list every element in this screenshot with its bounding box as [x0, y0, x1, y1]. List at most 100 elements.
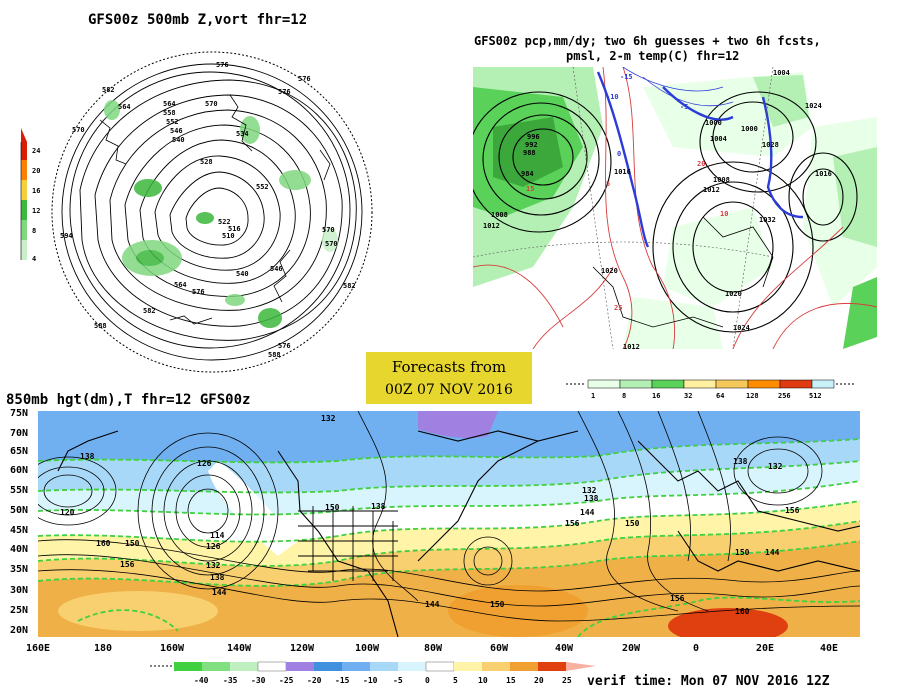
colorbar-500mb-tick: 8 — [32, 227, 37, 235]
colorbar-850mb-tick: -35 — [223, 676, 238, 685]
contour-label: 552 — [256, 183, 269, 191]
lon-label: 40E — [820, 643, 839, 654]
isobar-label: 1024 — [805, 102, 822, 110]
contour-label: 564 — [174, 281, 187, 289]
colorbar-500mb — [18, 128, 36, 264]
lon-label: 160E — [26, 643, 51, 654]
lat-label: 75N — [10, 408, 29, 419]
panel-precip-title-line1: GFS00z pcp,mm/dy; two 6h guesses + two 6… — [474, 34, 821, 48]
temp-label: 25 — [614, 304, 623, 312]
height-label: 156 — [785, 506, 800, 515]
height-label: 132 — [768, 462, 783, 471]
isobar-label: 996 — [527, 133, 540, 141]
height-label: 150 — [625, 519, 640, 528]
lat-label: 55N — [10, 485, 29, 496]
height-label: 144 — [212, 588, 227, 597]
height-label: 160 — [96, 539, 111, 548]
height-label: 126 — [206, 542, 221, 551]
colorbar-500mb-tick: 12 — [32, 207, 41, 215]
lon-label: 20E — [756, 643, 775, 654]
colorbar-500mb-tick: 20 — [32, 167, 41, 175]
lon-label: 60W — [490, 643, 509, 654]
contour-label: 570 — [322, 226, 335, 234]
height-label: 138 — [371, 502, 386, 511]
isobar-label: 1016 — [614, 168, 631, 176]
colorbar-850mb-tick: 10 — [478, 676, 488, 685]
colorbar-precip-tick: 512 — [809, 392, 822, 400]
temp-label: 10 — [720, 210, 729, 218]
height-label: 138 — [584, 494, 599, 503]
forecast-init-box: Forecasts from 00Z 07 NOV 2016 — [366, 352, 532, 404]
height-label: 132 — [206, 561, 221, 570]
colorbar-850mb-tick: 5 — [453, 676, 458, 685]
colorbar-850mb-tick: 15 — [506, 676, 516, 685]
height-label: 156 — [670, 594, 685, 603]
colorbar-precip-tick: 32 — [684, 392, 693, 400]
height-label: 120 — [60, 508, 75, 517]
colorbar-500mb-tick: 24 — [32, 147, 41, 155]
contour-label: 588 — [268, 351, 281, 359]
contour-label: 516 — [228, 225, 241, 233]
lon-label: 180 — [94, 643, 113, 654]
contour-label: 570 — [205, 100, 218, 108]
contour-label: 576 — [216, 61, 229, 69]
contour-label: 552 — [166, 118, 179, 126]
colorbar-850mb-tick: -25 — [279, 676, 294, 685]
colorbar-850mb-tick: 25 — [562, 676, 572, 685]
height-label: 132 — [321, 414, 336, 423]
isobar-label: 1012 — [623, 343, 640, 351]
height-label: 150 — [490, 600, 505, 609]
lon-label: 100W — [355, 643, 380, 654]
contour-label: 510 — [222, 232, 235, 240]
height-label: 144 — [425, 600, 440, 609]
lat-label: 40N — [10, 544, 29, 555]
temp-label: 0 — [617, 150, 622, 158]
colorbar-precip-tick: 64 — [716, 392, 725, 400]
panel-850mb-title: 850mb hgt(dm),T fhr=12 GFS00z — [6, 392, 251, 408]
lat-label: 65N — [10, 446, 29, 457]
lat-label: 50N — [10, 505, 29, 516]
contour-label: 582 — [343, 282, 356, 290]
contour-label: 582 — [102, 86, 115, 94]
lat-label: 20N — [10, 625, 29, 636]
contour-label: 534 — [236, 130, 249, 138]
temp-label: 5 — [606, 180, 611, 188]
lon-label: 40W — [555, 643, 574, 654]
contour-label: 528 — [200, 158, 213, 166]
height-label: 138 — [80, 452, 95, 461]
panel-precip-map — [473, 67, 877, 349]
colorbar-precip-tick: 1 — [591, 392, 596, 400]
colorbar-850mb-tick: -15 — [335, 676, 350, 685]
height-label: 156 — [120, 560, 135, 569]
panel-precip-title-line2: pmsl, 2-m temp(C) fhr=12 — [566, 49, 740, 63]
height-label: 160 — [735, 607, 750, 616]
contour-label: 582 — [143, 307, 156, 315]
contour-label: 522 — [218, 218, 231, 226]
contour-label: 564 — [163, 100, 176, 108]
colorbar-precip-tick: 128 — [746, 392, 759, 400]
isobar-label: 1032 — [759, 216, 776, 224]
colorbar-850mb-tick: -30 — [251, 676, 266, 685]
isobar-label: 1016 — [815, 170, 832, 178]
contour-label: 576 — [278, 88, 291, 96]
lat-label: 60N — [10, 465, 29, 476]
contour-label: 594 — [60, 232, 73, 240]
isobar-label: 1020 — [725, 290, 742, 298]
contour-label: 576 — [278, 342, 291, 350]
contour-label: 570 — [72, 126, 85, 134]
isobar-label: 988 — [523, 149, 536, 157]
isobar-label: 992 — [525, 141, 538, 149]
lat-label: 45N — [10, 525, 29, 536]
contour-label: 558 — [163, 109, 176, 117]
isobar-label: 1000 — [705, 119, 722, 127]
temp-label: -5 — [680, 103, 689, 111]
contour-label: 540 — [172, 136, 185, 144]
contour-label: 546 — [270, 265, 283, 273]
height-label: 126 — [197, 459, 212, 468]
forecast-init-line1: Forecasts from — [391, 358, 507, 376]
height-label: 138 — [210, 573, 225, 582]
colorbar-850mb-temp — [150, 661, 596, 672]
colorbar-850mb-tick: -40 — [194, 676, 209, 685]
lat-label: 30N — [10, 585, 29, 596]
lon-label: 0 — [693, 643, 700, 654]
